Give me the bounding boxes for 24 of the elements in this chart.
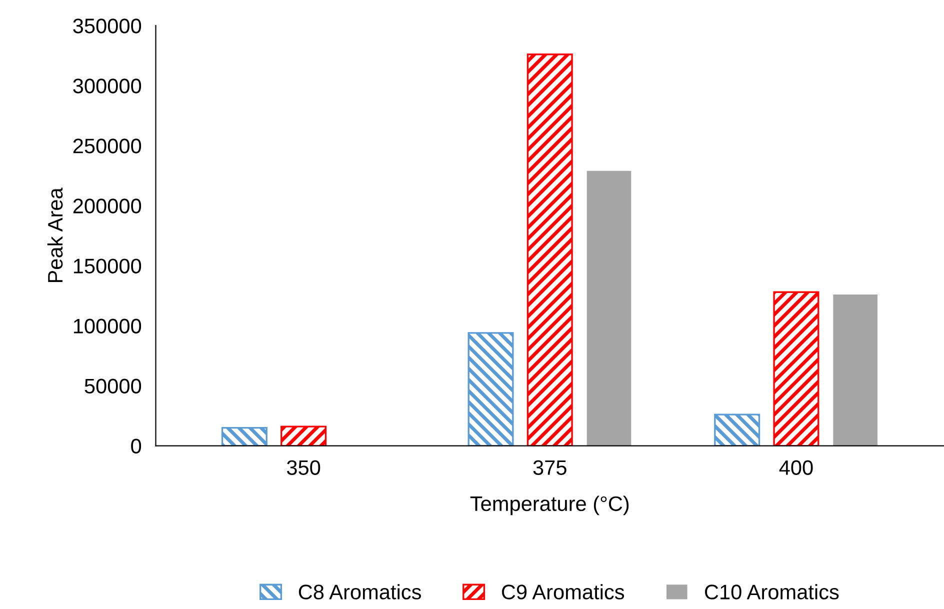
x-axis-title: Temperature (°C)	[470, 496, 629, 516]
y-tick-label: 150000	[74, 258, 142, 274]
bar	[714, 414, 760, 446]
legend-label: C10 Aromatics	[705, 584, 839, 600]
bar	[526, 54, 573, 446]
bar	[833, 294, 878, 446]
y-tick-label: 100000	[74, 318, 142, 334]
y-tick-label: 0	[131, 438, 142, 454]
x-tick-label: 375	[533, 460, 566, 475]
y-tick-label: 350000	[73, 18, 142, 34]
y-axis-title: Peak Area	[47, 188, 63, 282]
x-tick-label: 350	[286, 460, 320, 475]
y-tick-label: 200000	[73, 198, 142, 214]
legend-label: C8 Aromatics	[298, 584, 421, 600]
bar	[773, 291, 820, 446]
y-tick-label: 300000	[73, 78, 142, 94]
x-tick-label: 400	[779, 460, 813, 475]
bar	[280, 426, 327, 446]
legend-label: C9 Aromatics	[502, 584, 624, 600]
y-tick-label: 50000	[84, 378, 142, 394]
bar	[586, 170, 632, 446]
bar	[468, 332, 514, 446]
bar	[221, 426, 268, 446]
y-tick-label: 250000	[73, 138, 142, 154]
